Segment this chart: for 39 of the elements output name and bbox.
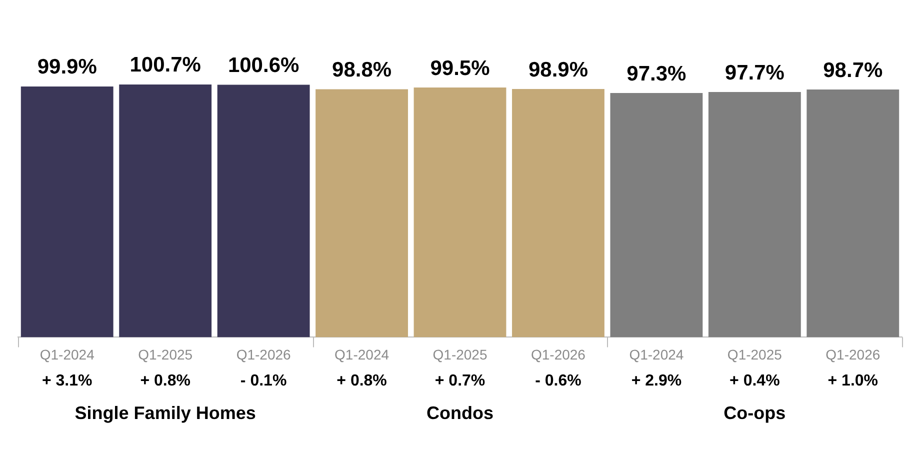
bar [414,87,506,338]
x-tick-label: Q1-2025 [432,346,488,362]
x-tick-label: Q1-2025 [138,346,193,362]
text: + 0.7% [434,372,486,390]
bar [806,89,900,338]
text: + 3.1% [42,372,92,390]
bar [119,84,212,338]
bar [610,92,703,338]
bar [512,88,604,338]
text: Co-ops [724,403,786,424]
data-label: 99.5% [430,56,490,80]
x-tick-label: Q1-2026 [530,346,586,362]
x-tick-label: Q1-2024 [40,346,95,362]
text: Condos [426,403,494,424]
data-label: 97.3% [626,62,687,86]
data-label: 98.7% [823,58,883,82]
bar [708,92,801,338]
data-label: 100.6% [228,54,300,77]
bar [217,84,310,338]
text: Single Family Homes [74,403,256,424]
text: - 0.1% [240,372,287,390]
text: + 2.9% [631,372,682,390]
data-label: 100.7% [130,54,202,77]
x-tick-label: Q1-2026 [826,346,880,362]
bar [20,86,114,338]
text: + 0.4% [730,372,780,390]
text: - 0.6% [535,372,582,390]
data-label: 97.7% [724,61,785,84]
text: + 0.8% [140,372,190,390]
x-tick-label: Q1-2024 [334,346,390,362]
data-label: 98.9% [528,58,588,82]
x-tick-label: Q1-2026 [236,346,292,362]
x-tick-label: Q1-2024 [629,346,684,362]
x-tick-label: Q1-2025 [727,346,782,362]
data-label: 98.8% [332,58,392,82]
bar [316,89,408,338]
text: + 1.0% [828,372,878,390]
text: + 0.8% [336,372,387,390]
data-label: 99.9% [37,56,98,79]
